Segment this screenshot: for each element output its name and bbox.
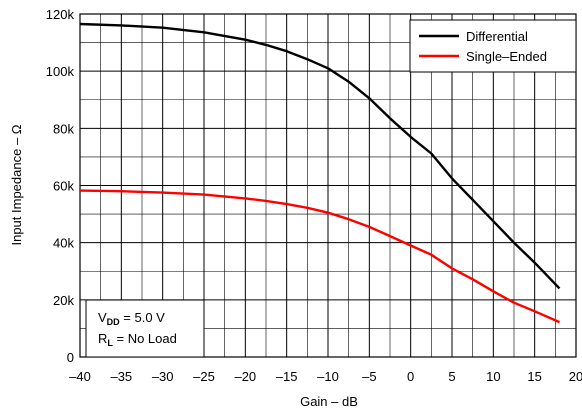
y-axis-title: Input Impedance – Ω (9, 124, 24, 245)
x-tick-label: –10 (317, 369, 339, 384)
legend: Differential Single–Ended (409, 19, 577, 73)
y-tick-label: 80k (53, 121, 74, 136)
legend-label-single-ended: Single–Ended (466, 49, 547, 64)
x-tick-label: –25 (193, 369, 215, 384)
conditions-annotation: VDD = 5.0 V RL = No Load (85, 299, 205, 358)
y-tick-label: 100k (46, 64, 75, 79)
vdd-value: = 5.0 V (120, 310, 165, 325)
rl-subscript: L (107, 338, 113, 348)
x-tick-label: 20 (569, 369, 582, 384)
y-tick-label: 120k (46, 7, 75, 22)
plot-frame (79, 13, 577, 358)
x-tick-label: 15 (527, 369, 541, 384)
x-tick-label: –30 (152, 369, 174, 384)
x-tick-label: –40 (69, 369, 91, 384)
x-tick-label: 10 (486, 369, 500, 384)
vdd-symbol: V (98, 310, 107, 325)
x-tick-labels: –40 –35 –30 –25 –20 –15 –10 –5 0 5 10 15 20 (69, 369, 582, 384)
x-tick-label: –35 (110, 369, 132, 384)
y-tick-label: 0 (67, 350, 74, 365)
series-line-single-ended (79, 189, 560, 324)
rl-value: = No Load (113, 331, 177, 346)
rl-symbol: R (98, 331, 107, 346)
rl-condition: RL = No Load (98, 331, 177, 348)
y-tick-label: 60k (53, 179, 74, 194)
series-line-differential (79, 22, 561, 290)
x-tick-label: –5 (362, 369, 376, 384)
x-tick-label: 0 (407, 369, 414, 384)
series-layer (79, 22, 561, 324)
y-tick-label: 20k (53, 293, 74, 308)
legend-box (409, 19, 577, 73)
x-axis-title: Gain – dB (300, 394, 358, 409)
vdd-condition: VDD = 5.0 V (98, 310, 165, 327)
x-tick-label: –20 (234, 369, 256, 384)
y-tick-labels: 0 20k 40k 60k 80k 100k 120k (46, 7, 75, 365)
annotation-box (85, 299, 205, 358)
legend-label-differential: Differential (466, 29, 528, 44)
x-tick-label: –15 (276, 369, 298, 384)
vdd-subscript: DD (107, 317, 120, 327)
x-tick-label: 5 (448, 369, 455, 384)
y-tick-label: 40k (53, 236, 74, 251)
